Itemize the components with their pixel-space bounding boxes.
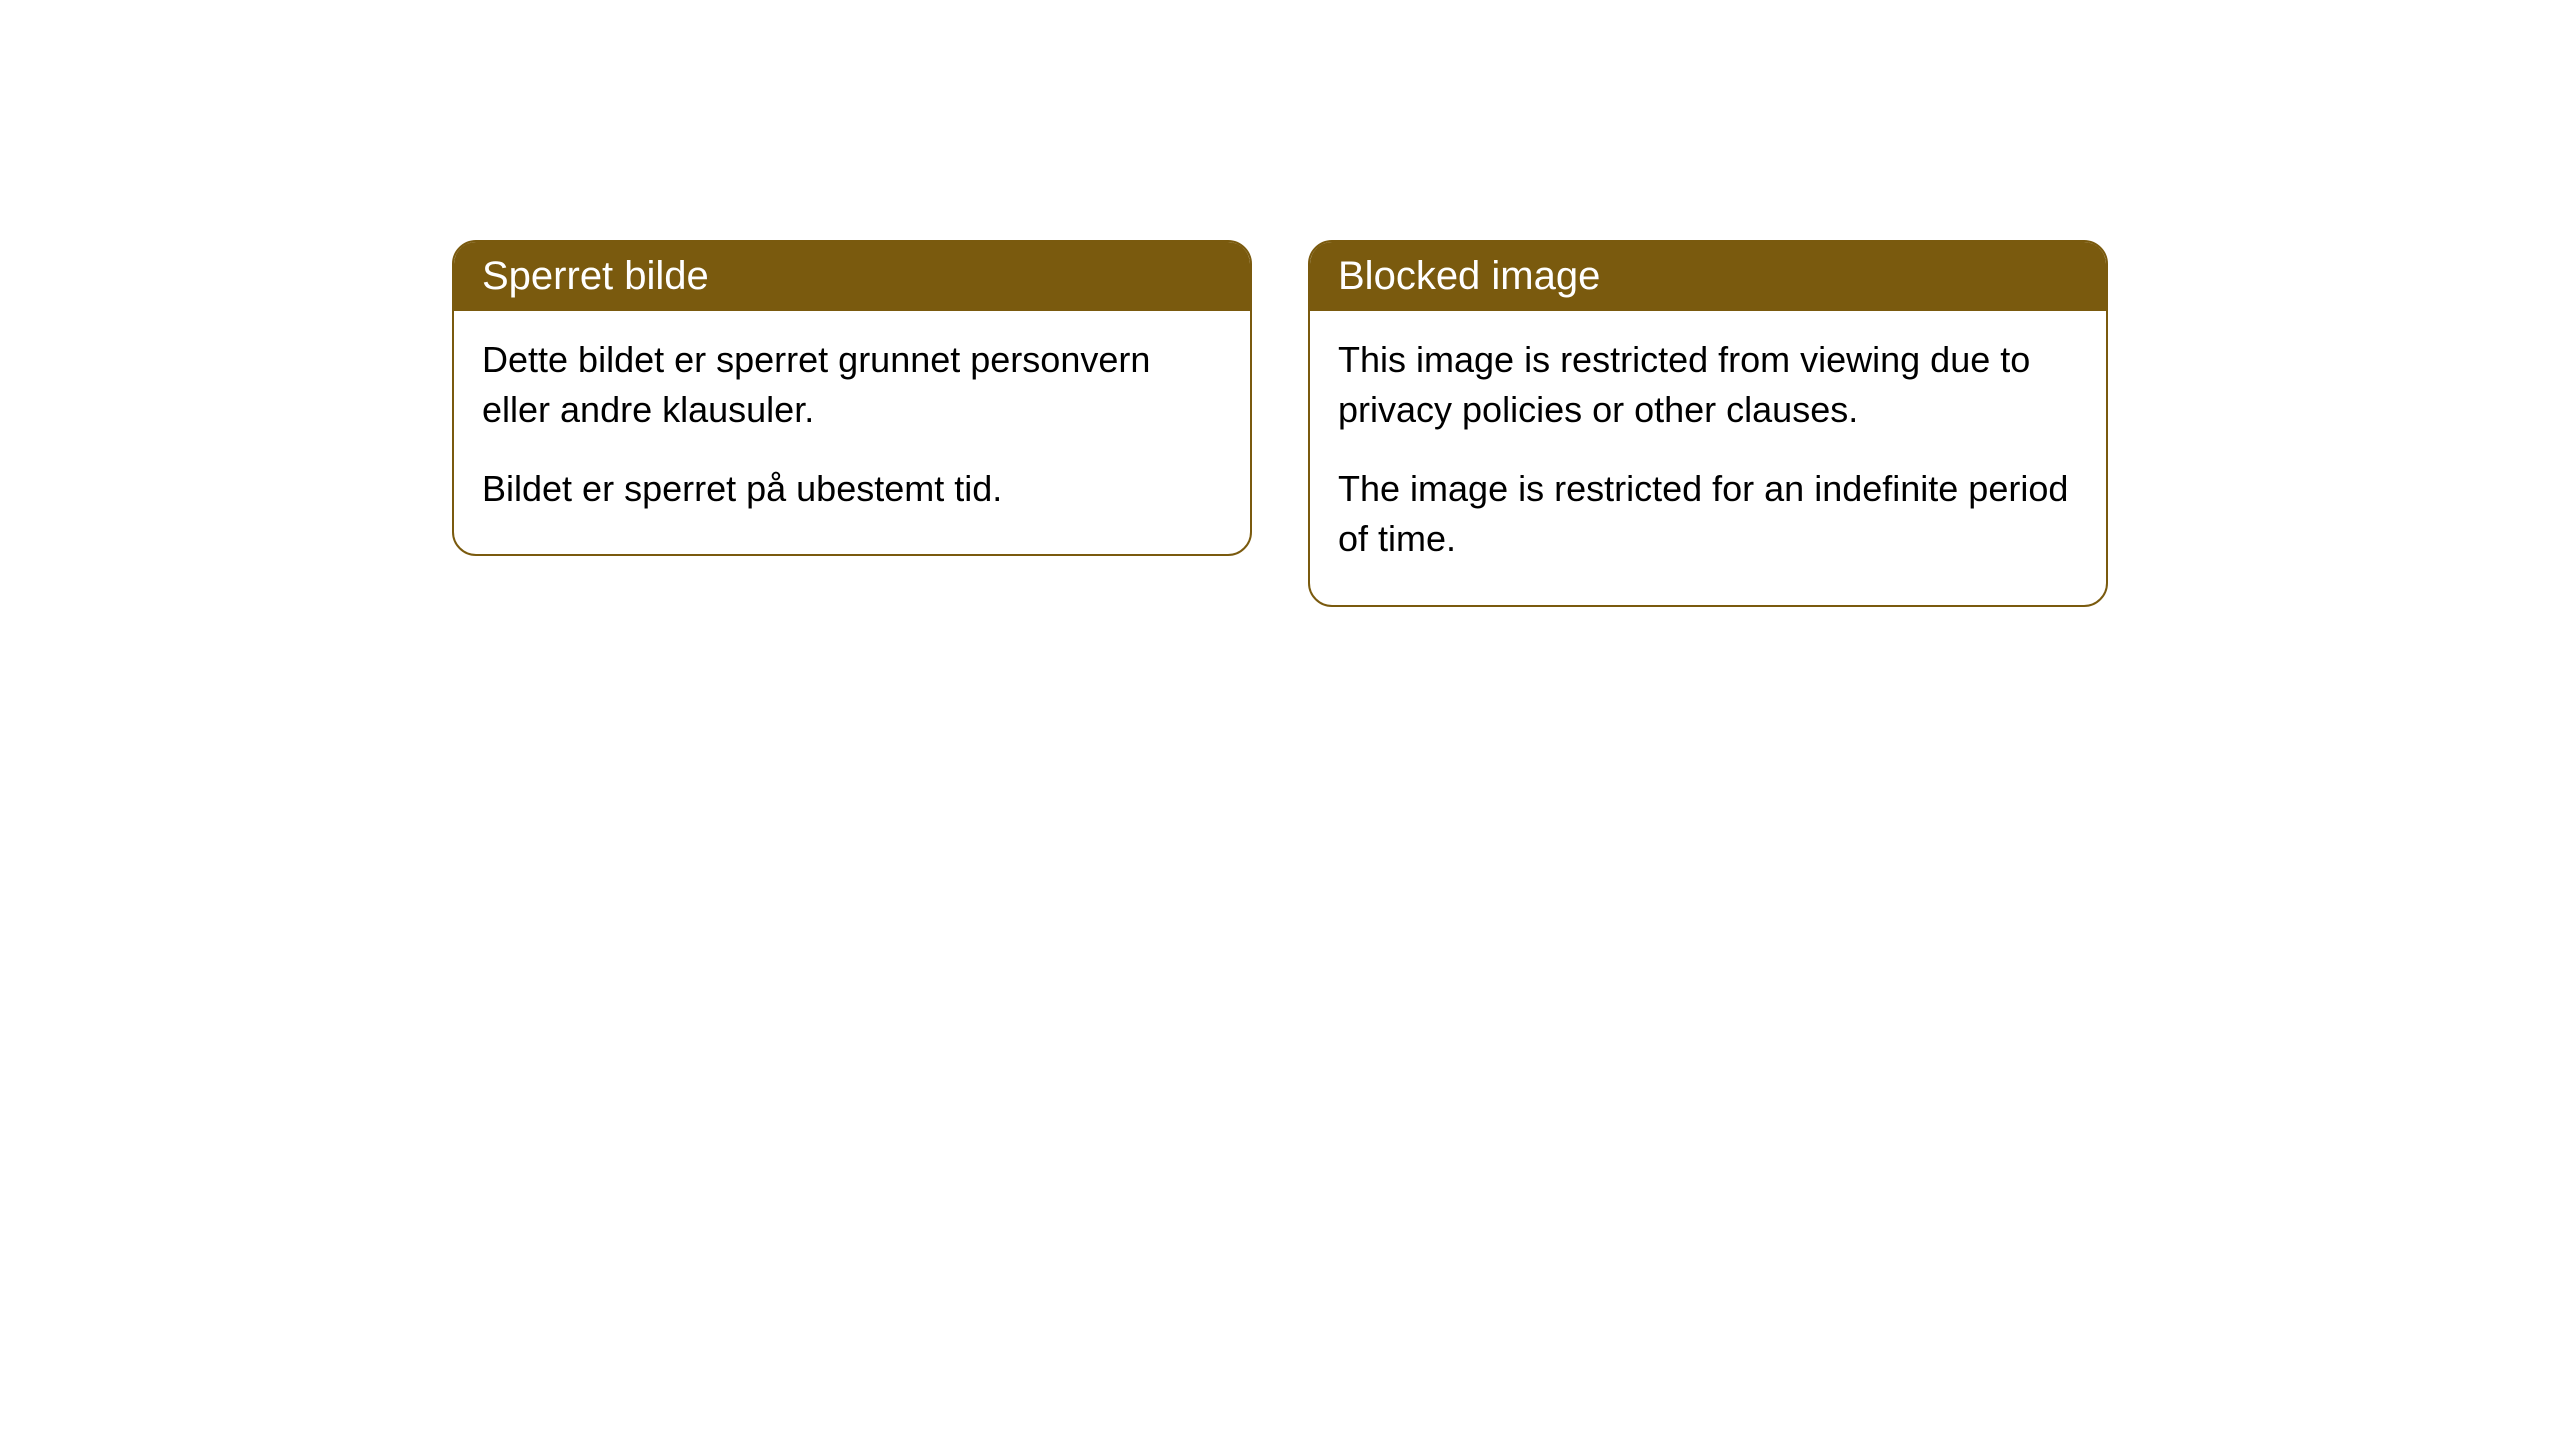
card-body-norwegian: Dette bildet er sperret grunnet personve… xyxy=(454,311,1250,554)
card-paragraph-2-norwegian: Bildet er sperret på ubestemt tid. xyxy=(482,464,1222,514)
card-header-english: Blocked image xyxy=(1310,242,2106,311)
card-body-english: This image is restricted from viewing du… xyxy=(1310,311,2106,605)
card-title-norwegian: Sperret bilde xyxy=(482,254,709,298)
card-title-english: Blocked image xyxy=(1338,254,1600,298)
card-paragraph-2-english: The image is restricted for an indefinit… xyxy=(1338,464,2078,565)
card-paragraph-1-norwegian: Dette bildet er sperret grunnet personve… xyxy=(482,335,1222,436)
blocked-image-card-english: Blocked image This image is restricted f… xyxy=(1308,240,2108,607)
blocked-image-card-norwegian: Sperret bilde Dette bildet er sperret gr… xyxy=(452,240,1252,556)
card-paragraph-1-english: This image is restricted from viewing du… xyxy=(1338,335,2078,436)
card-header-norwegian: Sperret bilde xyxy=(454,242,1250,311)
